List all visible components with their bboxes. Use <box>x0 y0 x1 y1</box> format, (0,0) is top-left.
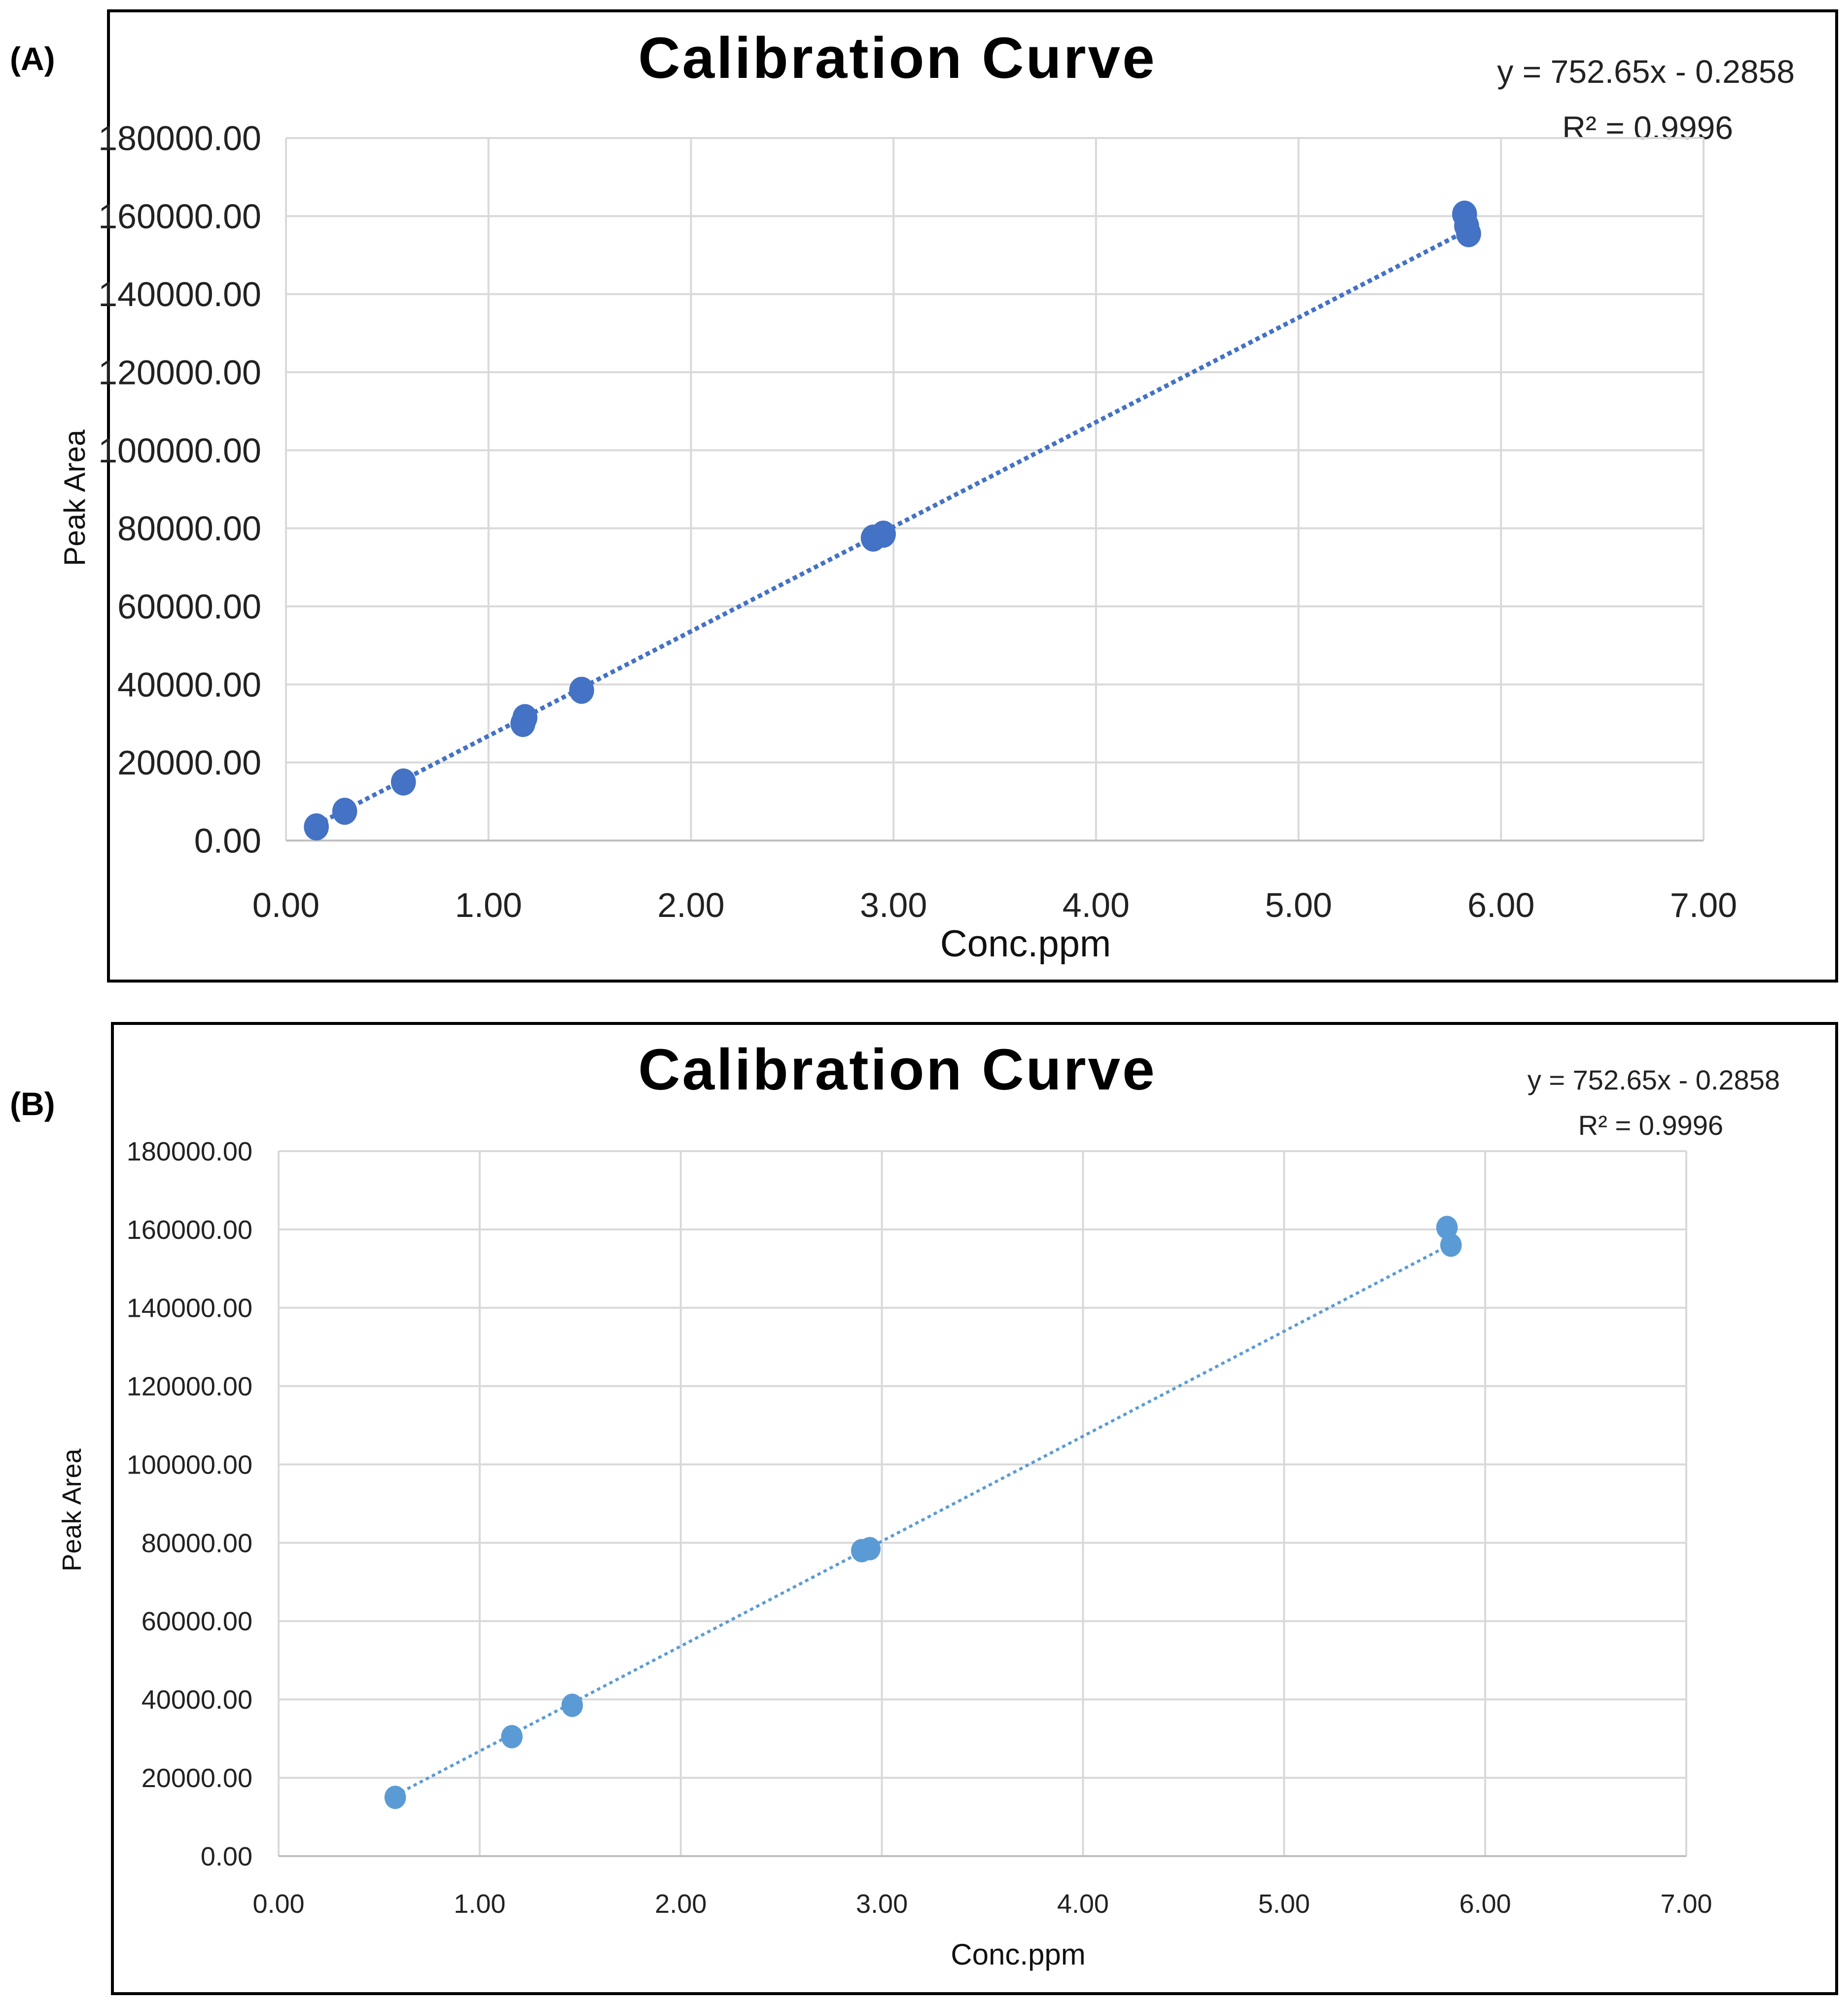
x-tick-label: 1.00 <box>454 1889 505 1919</box>
x-tick-label: 6.00 <box>1459 1889 1511 1919</box>
r-squared-label: R² = 0.9996 <box>1578 1110 1723 1141</box>
y-tick-label: 80000.00 <box>142 1528 252 1558</box>
x-tick-label: 0.00 <box>252 1889 304 1919</box>
data-point <box>569 676 594 704</box>
y-tick-label: 140000.00 <box>98 275 261 314</box>
data-point <box>871 521 896 548</box>
y-tick-label: 140000.00 <box>127 1294 252 1323</box>
x-tick-label: 0.00 <box>252 886 320 924</box>
data-point <box>332 798 357 825</box>
data-point <box>384 1786 406 1809</box>
y-tick-label: 0.00 <box>201 1842 252 1871</box>
y-tick-label: 160000.00 <box>127 1215 252 1245</box>
y-axis-label: Peak Area <box>58 429 91 566</box>
x-tick-label: 4.00 <box>1057 1889 1109 1919</box>
data-point <box>501 1724 523 1749</box>
x-tick-label: 4.00 <box>1063 886 1130 924</box>
x-tick-label: 3.00 <box>860 886 927 924</box>
y-tick-label: 160000.00 <box>98 197 261 236</box>
y-tick-label: 20000.00 <box>142 1763 252 1793</box>
x-tick-label: 3.00 <box>856 1889 908 1919</box>
y-tick-label: 40000.00 <box>142 1685 252 1715</box>
x-tick-label: 6.00 <box>1467 886 1534 924</box>
data-point <box>1456 220 1481 247</box>
x-tick-label: 7.00 <box>1660 1889 1712 1919</box>
r-squared-label: R² = 0.9996 <box>1562 109 1733 146</box>
x-tick-label: 5.00 <box>1265 886 1332 924</box>
y-tick-label: 100000.00 <box>127 1450 252 1479</box>
y-tick-label: 20000.00 <box>117 743 261 782</box>
y-tick-label: 180000.00 <box>98 119 261 158</box>
data-point <box>512 704 537 732</box>
x-tick-label: 2.00 <box>657 886 724 924</box>
data-point <box>561 1693 583 1717</box>
trendline-equation: y = 752.65x - 0.2858 <box>1497 53 1795 90</box>
x-tick-labels: 0.00 1.00 2.00 3.00 4.00 5.00 6.00 7.00 <box>252 1889 1712 1919</box>
panel-label: (A) <box>10 40 55 77</box>
x-tick-label: 2.00 <box>655 1889 707 1919</box>
data-point <box>391 768 416 796</box>
chart-panel-a: (A) Calibration Curve y = 752.65x - 0.28… <box>10 9 1838 983</box>
gridlines <box>278 1150 1687 1857</box>
y-tick-label: 120000.00 <box>98 353 261 392</box>
data-points <box>304 200 1481 841</box>
y-tick-labels: 0.00 20000.00 40000.00 60000.00 80000.00 1000… <box>127 1137 252 1871</box>
x-tick-label: 7.00 <box>1670 886 1737 924</box>
data-point <box>859 1537 881 1561</box>
trendline <box>394 1241 1454 1797</box>
y-axis-label: Peak Area <box>57 1448 87 1571</box>
data-point <box>1436 1216 1458 1239</box>
y-tick-label: 60000.00 <box>142 1607 252 1636</box>
y-tick-label: 40000.00 <box>117 666 261 704</box>
data-point <box>1440 1233 1462 1257</box>
trendline-equation: y = 752.65x - 0.2858 <box>1528 1064 1780 1095</box>
y-tick-label: 0.00 <box>194 822 261 860</box>
x-tick-label: 1.00 <box>455 886 522 924</box>
panel-frame <box>107 9 1838 983</box>
chart-panel-b: (B) Calibration Curve y = 752.65x - 0.28… <box>10 1022 1838 1995</box>
x-axis-label: Conc.ppm <box>951 1938 1085 1971</box>
y-tick-label: 60000.00 <box>117 588 261 626</box>
y-tick-label: 180000.00 <box>127 1137 252 1166</box>
x-tick-labels: 0.00 1.00 2.00 3.00 4.00 5.00 6.00 7.00 <box>252 886 1737 924</box>
panel-label: (B) <box>10 1086 55 1122</box>
y-tick-label: 80000.00 <box>117 509 261 548</box>
x-tick-label: 5.00 <box>1258 1889 1310 1919</box>
data-point <box>304 813 329 841</box>
chart-title: Calibration Curve <box>638 1037 1157 1102</box>
y-tick-label: 100000.00 <box>98 431 261 470</box>
chart-title: Calibration Curve <box>638 26 1157 91</box>
x-axis-label: Conc.ppm <box>940 923 1111 965</box>
y-tick-label: 120000.00 <box>127 1372 252 1402</box>
data-points <box>384 1216 1462 1809</box>
panel-frame <box>111 1022 1838 1995</box>
gridlines <box>285 137 1705 842</box>
y-tick-labels: 0.00 20000.00 40000.00 60000.00 80000.00 1000… <box>98 119 261 860</box>
